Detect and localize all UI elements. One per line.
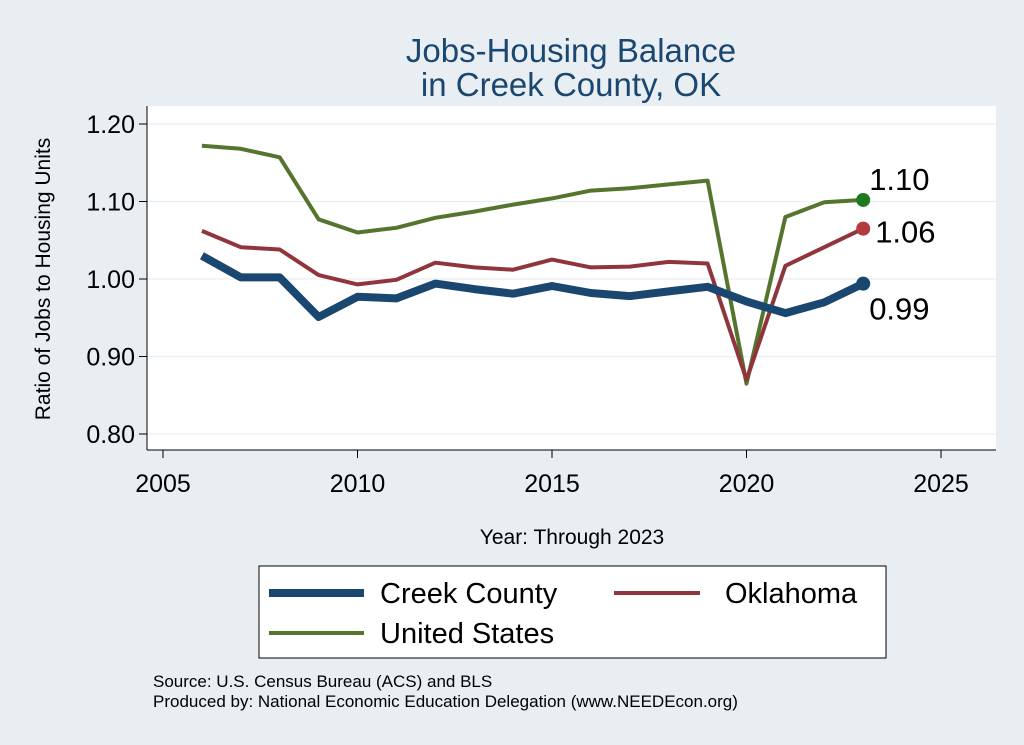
- source-note: Source: U.S. Census Bureau (ACS) and BLS…: [153, 672, 738, 712]
- x-tick-label: 2025: [913, 470, 969, 498]
- legend-box: [258, 565, 887, 659]
- legend-label-oklahoma: Oklahoma: [725, 578, 858, 610]
- endpoint-label-oklahoma: 1.06: [875, 215, 935, 250]
- series-endpoints: 0.99 1.06 1.10: [856, 162, 936, 327]
- axes: [146, 106, 996, 451]
- x-tick-label: 2005: [135, 470, 191, 498]
- y-tick-label: 1.20: [86, 111, 135, 139]
- endpoint-marker-oklahoma: [856, 221, 871, 236]
- x-tick-label: 2010: [330, 470, 386, 498]
- y-tick-label: 0.80: [86, 421, 135, 449]
- x-tick-label: 2015: [524, 470, 580, 498]
- x-ticks: 2005 2010 2015 2020 2025: [135, 450, 969, 498]
- y-tick-label: 1.10: [86, 189, 135, 217]
- legend: Creek County Oklahoma United States: [258, 565, 887, 659]
- plot-area: [147, 106, 996, 450]
- y-ticks: 0.80 0.90 1.00 1.10 1.20: [86, 111, 147, 449]
- source-line: Source: U.S. Census Bureau (ACS) and BLS: [153, 672, 493, 691]
- y-tick-label: 0.90: [86, 344, 135, 372]
- endpoint-marker-creek-county: [856, 276, 871, 291]
- endpoint-marker-united-states: [856, 192, 871, 207]
- endpoint-label-united-states: 1.10: [869, 162, 929, 197]
- chart-title-line1: Jobs-Housing Balance: [406, 32, 736, 69]
- chart-title-line2: in Creek County, OK: [421, 66, 721, 103]
- series-line-creek-county: [199, 252, 865, 321]
- series-lines: [199, 143, 865, 386]
- y-tick-label: 1.00: [86, 266, 135, 294]
- legend-label-creek-county: Creek County: [380, 578, 558, 610]
- series-line-oklahoma: [201, 226, 865, 382]
- grid-lines: [147, 123, 996, 435]
- x-tick-label: 2020: [719, 470, 775, 498]
- legend-label-united-states: United States: [380, 618, 554, 650]
- endpoint-label-creek-county: 0.99: [869, 292, 929, 327]
- x-axis-label: Year: Through 2023: [480, 526, 665, 549]
- y-axis-label: Ratio of Jobs to Housing Units: [32, 138, 55, 420]
- producer-line: Produced by: National Economic Education…: [153, 692, 738, 711]
